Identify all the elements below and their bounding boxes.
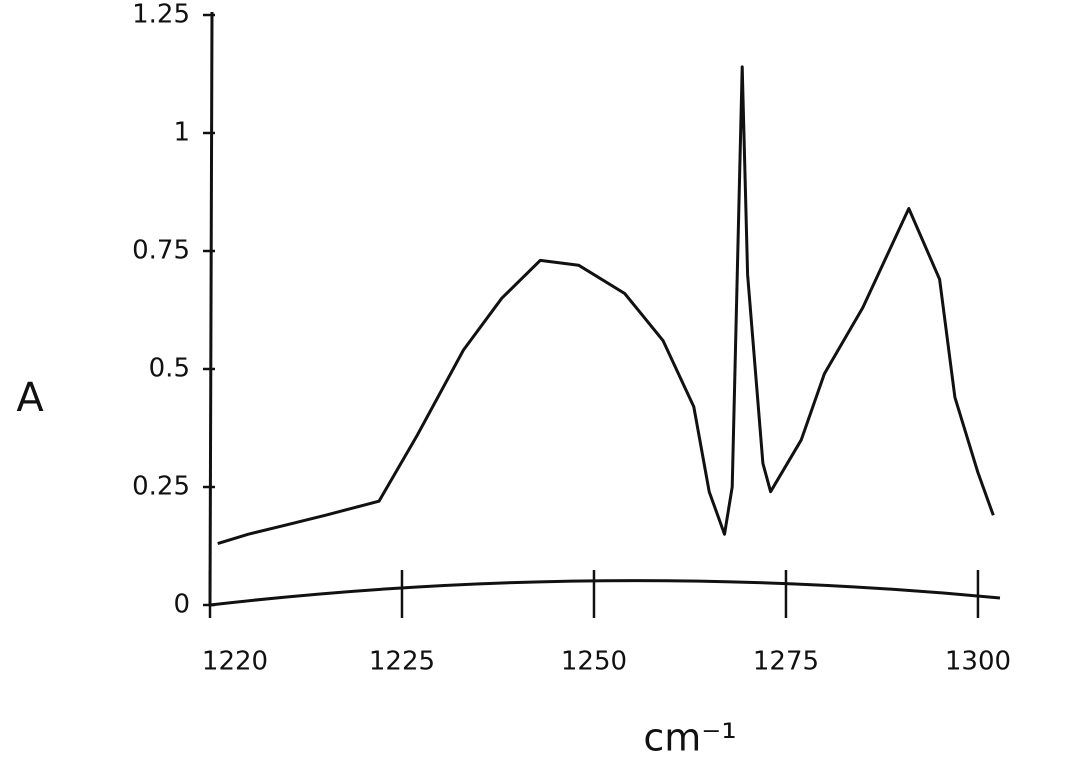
x-axis-label: cm⁻¹ [643,716,736,760]
y-tick-label: 0 [173,590,190,620]
x-tick-label: 1275 [753,647,819,677]
data-line [217,65,995,546]
x-tick-label: 1220 [202,647,268,677]
x-axis [209,579,1001,607]
x-tick-label: 1250 [561,647,627,677]
y-tick-label: 0.25 [132,472,190,502]
x-tick-label: 1300 [945,647,1011,677]
y-axis-label: A [16,375,44,421]
y-axis [208,11,214,606]
y-tick-label: 1 [173,118,190,148]
y-tick-label: 0.75 [132,236,190,266]
y-tick-label: 0.5 [149,354,190,384]
x-tick-label: 1225 [369,647,435,677]
y-tick-label: 1.25 [132,0,190,30]
